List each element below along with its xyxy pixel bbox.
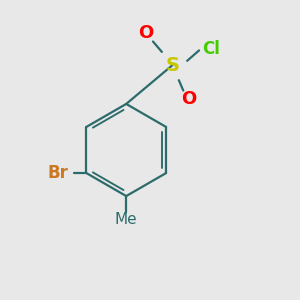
Text: O: O (181, 91, 196, 109)
Text: Cl: Cl (202, 40, 220, 58)
Text: Me: Me (115, 212, 137, 227)
Text: O: O (138, 24, 153, 42)
Text: S: S (165, 56, 179, 75)
Text: Br: Br (48, 164, 68, 182)
